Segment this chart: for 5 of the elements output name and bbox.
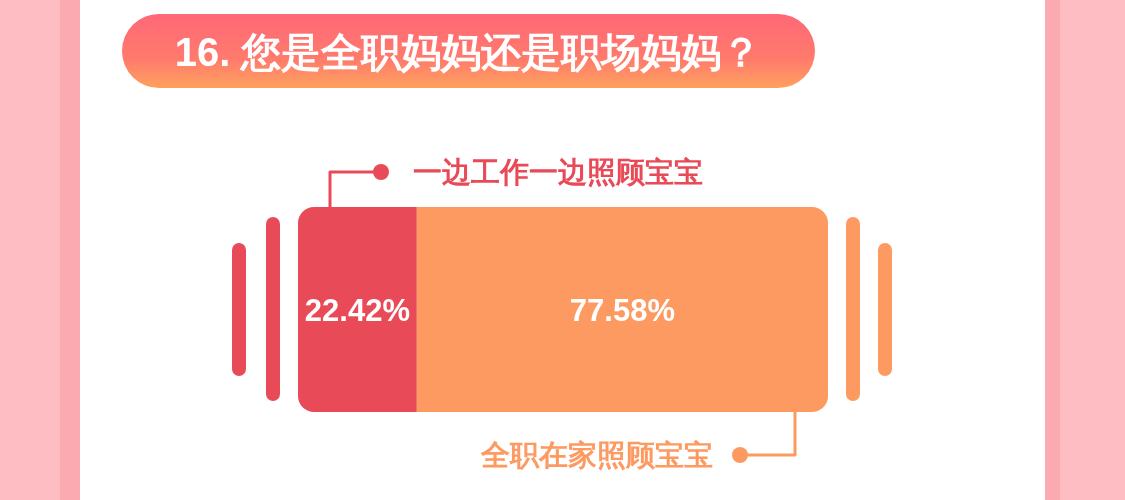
data-label: 22.42% [304,292,410,328]
chart-title: 16. 您是全职妈妈还是职场妈妈？ [174,30,762,74]
series-label: 全职在家照顾宝宝 [480,439,713,471]
data-label: 77.58% [569,292,675,328]
legend-label: 一边工作一边照顾宝宝 [413,156,703,188]
